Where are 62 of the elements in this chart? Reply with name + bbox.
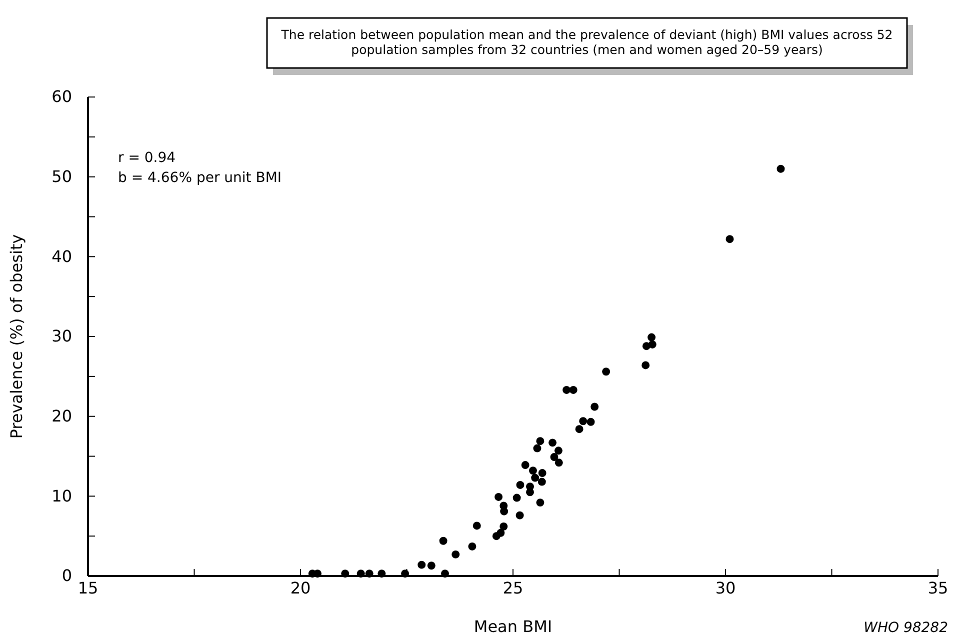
annotation: r = 0.94: [118, 150, 176, 166]
point: [439, 536, 448, 545]
point: [550, 453, 558, 462]
point: [468, 542, 476, 550]
point: [427, 562, 436, 570]
point: [536, 498, 544, 507]
point: [494, 492, 503, 501]
y-tick-label: 40: [52, 246, 72, 266]
point: [512, 494, 521, 502]
point: [378, 570, 386, 578]
point: [521, 461, 530, 470]
point: [536, 437, 544, 446]
y-tick-label: 0: [62, 566, 72, 586]
point: [472, 522, 481, 530]
x-tick-label: 25: [502, 578, 524, 598]
annotation: b = 4.66% per unit BMI: [118, 170, 282, 186]
point: [528, 466, 537, 475]
point: [569, 386, 578, 394]
point: [531, 474, 540, 482]
y-tick-label: 60: [52, 87, 72, 106]
point: [554, 458, 563, 467]
chart-title: The relation between population mean and the prevalence of deviant (high) BMI values across 52 population samples from 32 countries (men and women aged 20–59 years): [280, 27, 893, 57]
point: [776, 164, 785, 173]
x-tick-label: 30: [715, 578, 736, 598]
y-tick-label: 10: [52, 486, 72, 506]
point: [441, 570, 449, 578]
point: [356, 570, 365, 578]
point: [452, 550, 460, 558]
point: [365, 570, 374, 578]
point: [516, 481, 524, 489]
point: [516, 511, 524, 520]
y-axis-title: Prevalence (%) of obesity: [7, 234, 26, 439]
x-tick-label: 35: [928, 578, 948, 598]
point: [341, 570, 350, 578]
point: [562, 386, 571, 394]
point: [418, 560, 426, 569]
point: [602, 368, 610, 376]
text: WHO 98282: [864, 620, 948, 636]
point: [500, 507, 508, 516]
point: [726, 235, 734, 244]
point: [586, 418, 595, 426]
point: [526, 488, 534, 496]
point: [538, 469, 546, 477]
point: [533, 444, 542, 452]
y-tick-label: 50: [52, 166, 72, 186]
point: [642, 361, 650, 370]
point: [648, 340, 656, 348]
y-tick-label: 30: [52, 326, 72, 346]
x-axis-title: Mean BMI: [474, 617, 552, 636]
point: [401, 570, 410, 578]
point: [538, 478, 546, 486]
point: [496, 528, 505, 537]
point: [648, 333, 656, 342]
point: [554, 446, 562, 455]
point: [548, 438, 557, 447]
x-tick-label: 15: [78, 578, 98, 598]
x-tick-label: 20: [290, 578, 311, 598]
point: [500, 522, 508, 530]
point: [590, 402, 599, 411]
point: [579, 417, 588, 426]
y-tick-label: 20: [52, 406, 72, 426]
point: [575, 425, 584, 434]
